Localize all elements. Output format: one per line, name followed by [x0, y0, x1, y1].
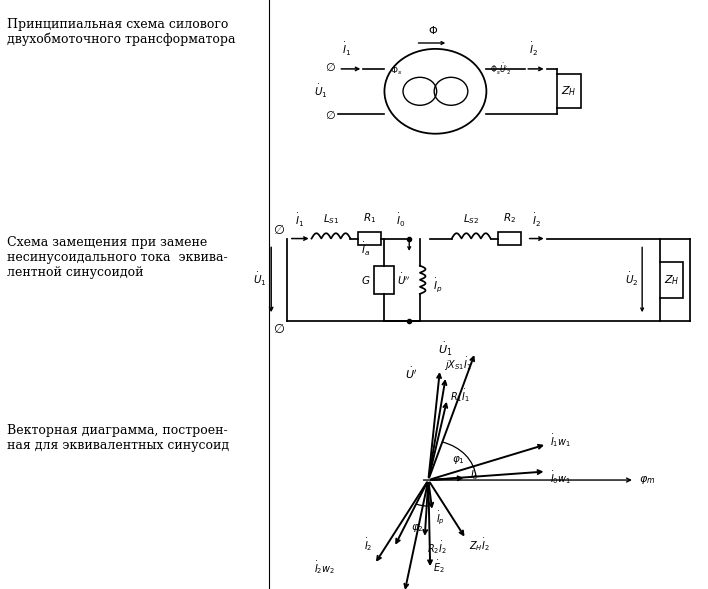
- Text: $\emptyset$: $\emptyset$: [273, 223, 285, 237]
- Text: $\varphi_1$: $\varphi_1$: [452, 454, 464, 466]
- Text: $\dot{I}_0$: $\dot{I}_0$: [396, 212, 406, 229]
- FancyBboxPatch shape: [374, 266, 394, 294]
- Text: $\dot{E}_2$: $\dot{E}_2$: [433, 558, 445, 575]
- Text: $\dot{U}''$: $\dot{U}''$: [396, 272, 411, 287]
- Text: $\dot{I}_p$: $\dot{I}_p$: [433, 277, 442, 294]
- Text: $R_1$: $R_1$: [362, 211, 376, 225]
- Text: $Z_H$: $Z_H$: [561, 84, 576, 98]
- Text: $\dot{I}_a$: $\dot{I}_a$: [470, 465, 479, 482]
- Text: $\varphi_2$: $\varphi_2$: [411, 522, 423, 534]
- FancyBboxPatch shape: [660, 262, 683, 298]
- Text: $\dot{I}_1w_1$: $\dot{I}_1w_1$: [550, 432, 571, 449]
- Text: $\dot{I}_2$: $\dot{I}_2$: [529, 41, 538, 58]
- Text: $\dot{I}_1$: $\dot{I}_1$: [343, 41, 351, 58]
- FancyBboxPatch shape: [498, 232, 521, 245]
- Text: $Z_H\dot{I}_2$: $Z_H\dot{I}_2$: [469, 537, 490, 553]
- Text: $\Phi_s\dot{U}'_2$: $\Phi_s\dot{U}'_2$: [490, 61, 511, 77]
- FancyBboxPatch shape: [557, 74, 581, 108]
- Text: Принципиальная схема силового
двухобмоточного трансформатора: Принципиальная схема силового двухобмото…: [7, 18, 236, 47]
- Text: $\dot{I}_2w_2$: $\dot{I}_2w_2$: [314, 559, 336, 575]
- Text: $\dot{U}_1$: $\dot{U}_1$: [438, 341, 453, 358]
- Text: $\emptyset$: $\emptyset$: [325, 110, 336, 121]
- Text: $L_{S2}$: $L_{S2}$: [463, 212, 479, 226]
- Text: $\dot{U}_1$: $\dot{U}_1$: [314, 83, 328, 100]
- Text: $\dot{I}_0w_1$: $\dot{I}_0w_1$: [550, 469, 571, 486]
- Text: $\dot{U}_1$: $\dot{U}_1$: [253, 272, 267, 288]
- Text: $\dot{U}_2$: $\dot{U}_2$: [625, 272, 639, 288]
- Text: $\Phi$: $\Phi$: [428, 24, 438, 36]
- FancyBboxPatch shape: [358, 232, 381, 245]
- Text: $L_{S1}$: $L_{S1}$: [323, 212, 339, 226]
- Text: $\emptyset$: $\emptyset$: [325, 61, 336, 73]
- Text: $\dot{I}_2$: $\dot{I}_2$: [364, 537, 373, 554]
- Text: $\dot{I}_1$: $\dot{I}_1$: [295, 212, 304, 229]
- Text: $\emptyset$: $\emptyset$: [273, 322, 285, 336]
- Text: Векторная диаграмма, построен-
ная для эквивалентных синусоид: Векторная диаграмма, построен- ная для э…: [7, 424, 229, 452]
- Text: $\dot{I}_p$: $\dot{I}_p$: [436, 510, 445, 528]
- Text: $jX_{S1}\dot{I}_1$: $jX_{S1}\dot{I}_1$: [443, 356, 472, 373]
- Text: Схема замещения при замене
несинусоидального тока  эквива-
лентной синусоидой: Схема замещения при замене несинусоидаль…: [7, 236, 228, 279]
- Text: $Z_H$: $Z_H$: [664, 273, 679, 287]
- Text: $R_2\dot{I}_2$: $R_2\dot{I}_2$: [428, 538, 447, 555]
- Text: $\dot{U}'$: $\dot{U}'$: [405, 366, 417, 381]
- Text: $\Phi_s$: $\Phi_s$: [390, 64, 402, 77]
- Text: $\varphi_m$: $\varphi_m$: [639, 474, 655, 486]
- Text: $R_2$: $R_2$: [503, 211, 516, 225]
- Text: $\dot{I}_2$: $\dot{I}_2$: [532, 212, 541, 229]
- Text: $G$: $G$: [361, 274, 370, 286]
- Text: $\dot{I}_a$: $\dot{I}_a$: [362, 241, 370, 257]
- Text: $R_1\dot{I}_1$: $R_1\dot{I}_1$: [450, 387, 470, 404]
